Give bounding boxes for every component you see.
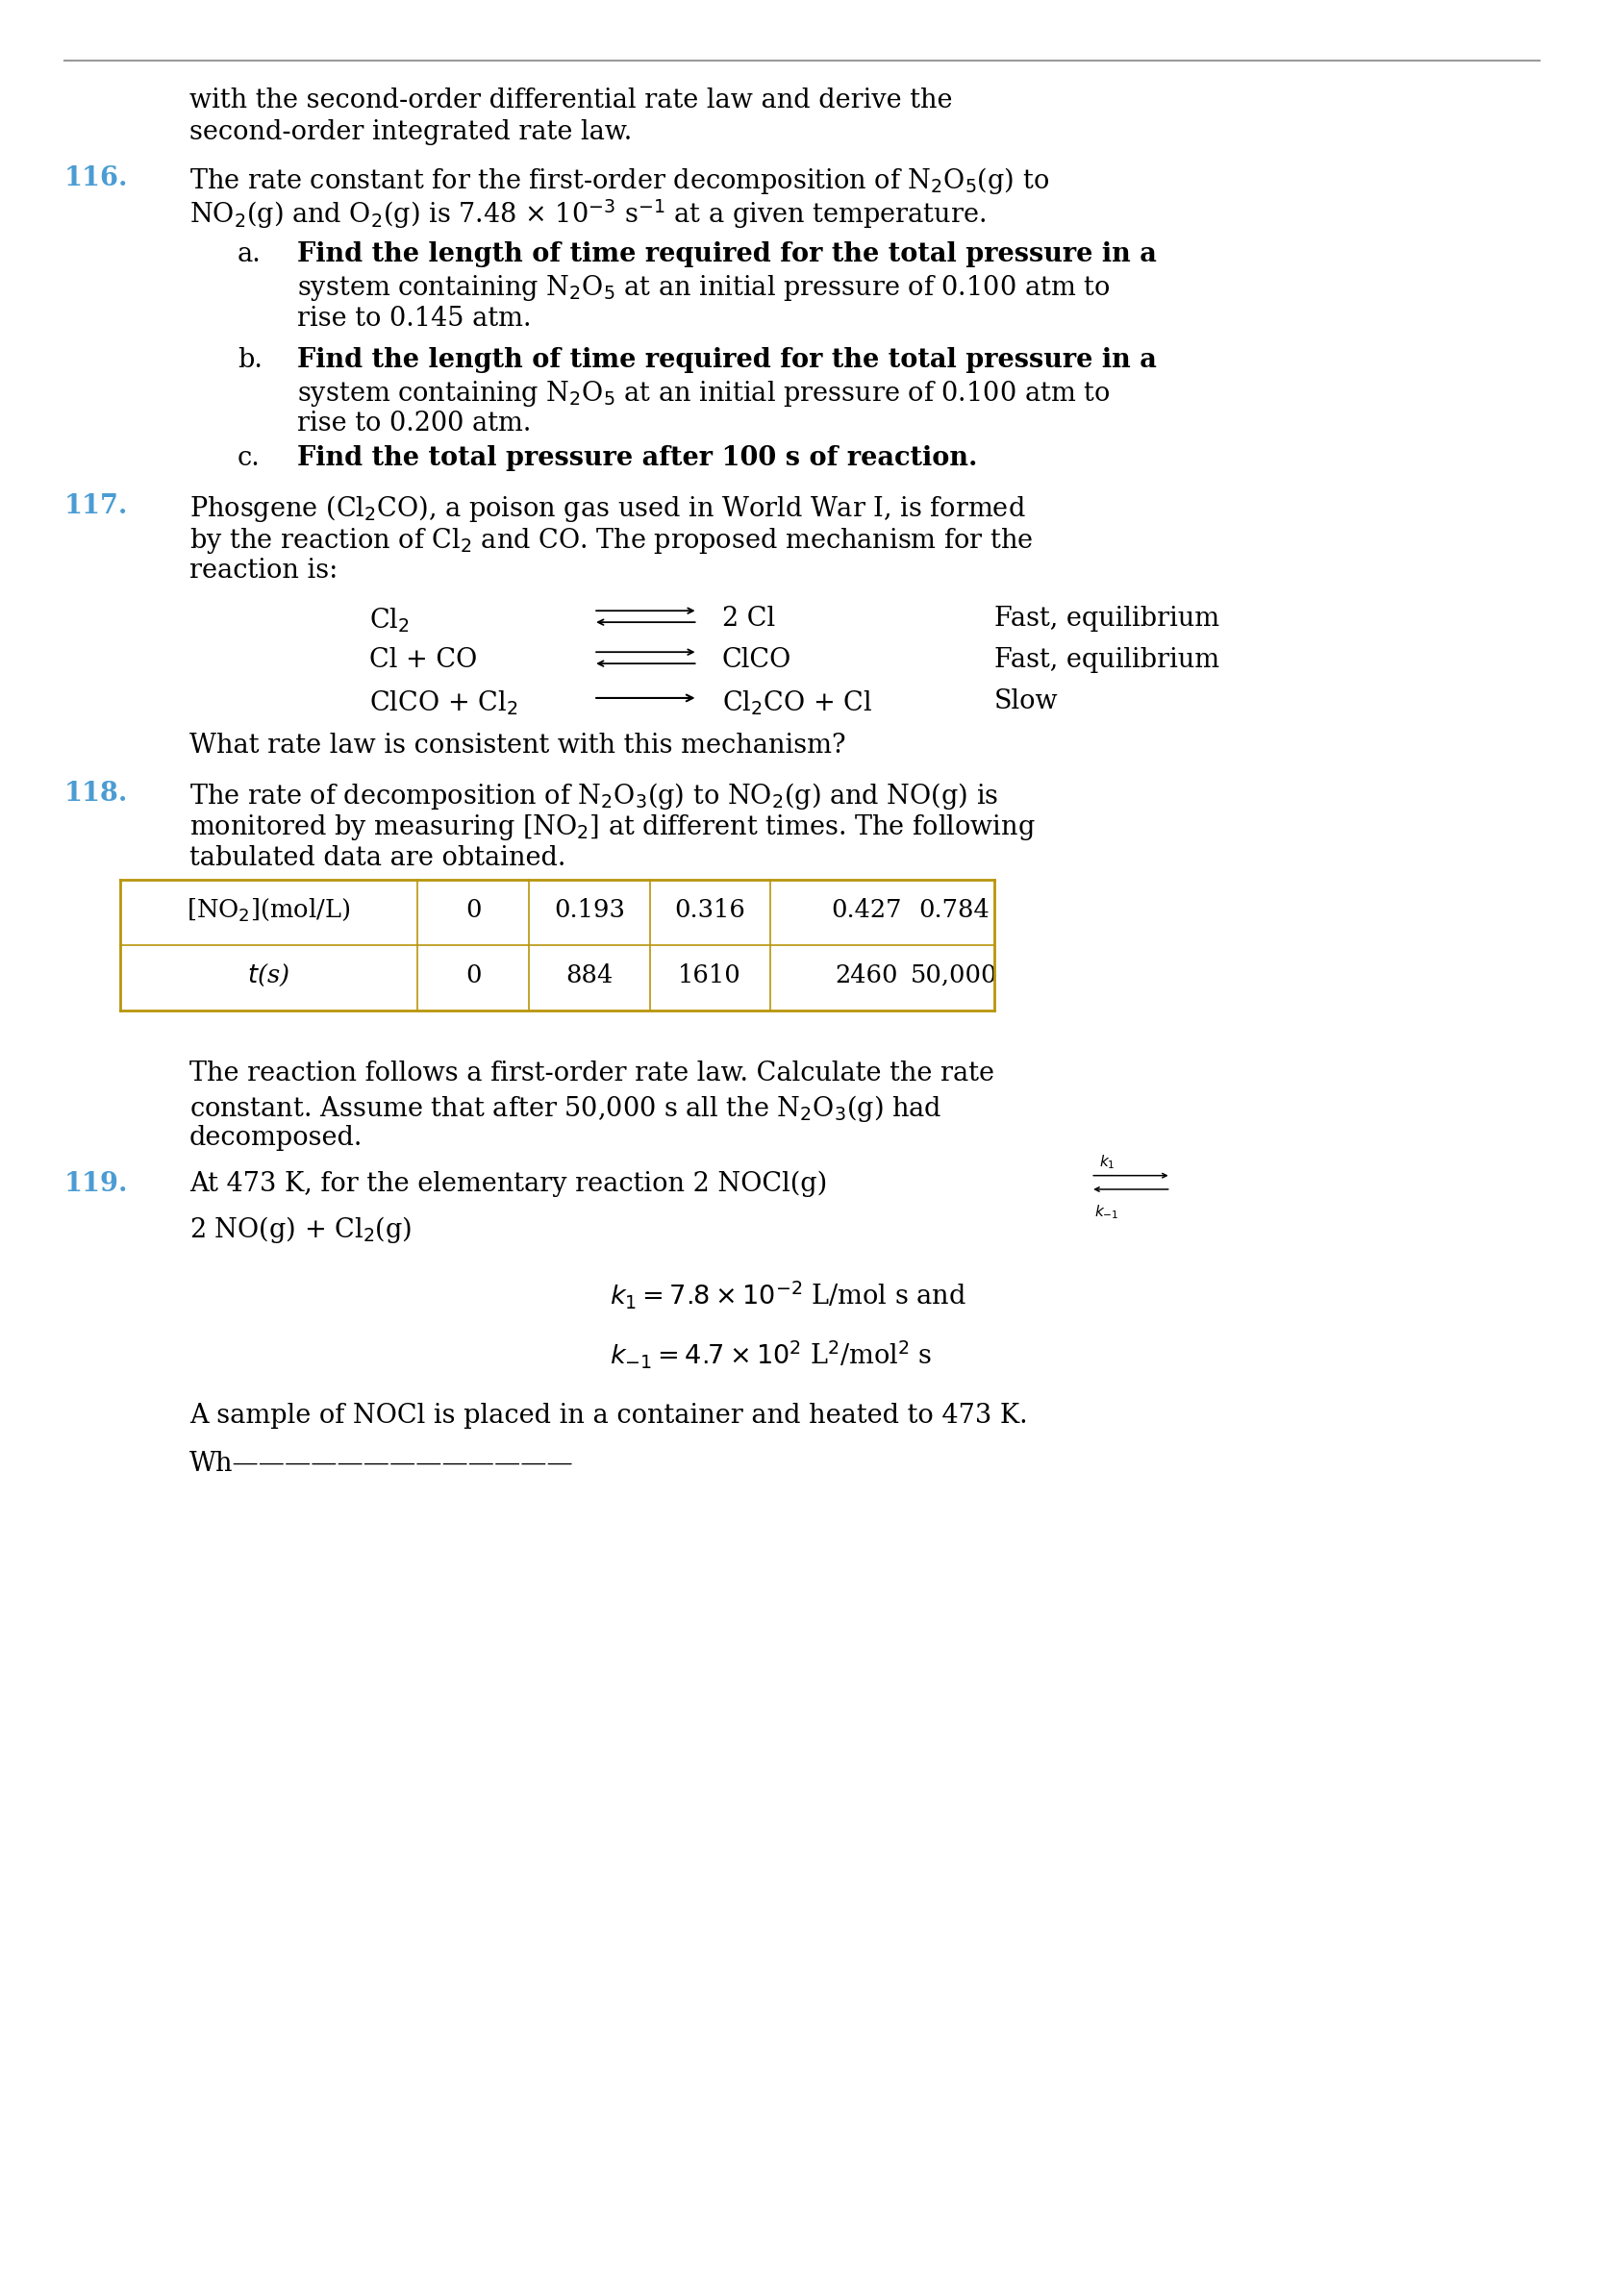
- Text: b.: b.: [237, 347, 263, 372]
- Text: tabulated data are obtained.: tabulated data are obtained.: [189, 845, 566, 870]
- Text: a.: a.: [237, 241, 261, 266]
- Text: NO$_2$(g) and O$_2$(g) is 7.48 × 10$^{-3}$ s$^{-1}$ at a given temperature.: NO$_2$(g) and O$_2$(g) is 7.48 × 10$^{-3…: [189, 197, 986, 230]
- Text: rise to 0.200 atm.: rise to 0.200 atm.: [297, 411, 531, 436]
- Text: Phosgene (Cl$_2$CO), a poison gas used in World War I, is formed: Phosgene (Cl$_2$CO), a poison gas used i…: [189, 494, 1025, 523]
- Text: Fast, equilibrium: Fast, equilibrium: [994, 647, 1219, 673]
- Text: monitored by measuring [NO$_2$] at different times. The following: monitored by measuring [NO$_2$] at diffe…: [189, 813, 1035, 843]
- Text: ClCO: ClCO: [722, 647, 791, 673]
- Text: constant. Assume that after 50,000 s all the N$_2$O$_3$(g) had: constant. Assume that after 50,000 s all…: [189, 1093, 942, 1123]
- Text: Find the length of time required for the total pressure in a: Find the length of time required for the…: [297, 241, 1156, 266]
- Text: 119.: 119.: [64, 1171, 128, 1196]
- Text: Cl + CO: Cl + CO: [369, 647, 476, 673]
- Text: system containing N$_2$O$_5$ at an initial pressure of 0.100 atm to: system containing N$_2$O$_5$ at an initi…: [297, 379, 1110, 409]
- Text: Fast, equilibrium: Fast, equilibrium: [994, 606, 1219, 631]
- Text: 2460: 2460: [834, 964, 898, 987]
- Text: The rate of decomposition of N$_2$O$_3$(g) to NO$_2$(g) and NO(g) is: The rate of decomposition of N$_2$O$_3$(…: [189, 781, 998, 810]
- Text: 0.784: 0.784: [919, 898, 990, 921]
- Text: 116.: 116.: [64, 165, 128, 191]
- Text: 0.193: 0.193: [553, 898, 626, 921]
- Text: The reaction follows a first-order rate law. Calculate the rate: The reaction follows a first-order rate …: [189, 1061, 994, 1086]
- Text: 2 Cl: 2 Cl: [722, 606, 775, 631]
- Text: A sample of NOCl is placed in a container and heated to 473 K.: A sample of NOCl is placed in a containe…: [189, 1403, 1028, 1428]
- Text: $k_{-1}$: $k_{-1}$: [1094, 1203, 1118, 1221]
- Text: 118.: 118.: [64, 781, 128, 806]
- Text: system containing N$_2$O$_5$ at an initial pressure of 0.100 atm to: system containing N$_2$O$_5$ at an initi…: [297, 273, 1110, 303]
- Text: by the reaction of Cl$_2$ and CO. The proposed mechanism for the: by the reaction of Cl$_2$ and CO. The pr…: [189, 526, 1033, 556]
- Text: decomposed.: decomposed.: [189, 1125, 363, 1150]
- Text: 0.427: 0.427: [831, 898, 901, 921]
- Text: 884: 884: [566, 964, 613, 987]
- Text: 2 NO(g) + Cl$_2$(g): 2 NO(g) + Cl$_2$(g): [189, 1215, 412, 1244]
- Text: [NO$_2$](mol/L): [NO$_2$](mol/L): [186, 895, 351, 923]
- Text: rise to 0.145 atm.: rise to 0.145 atm.: [297, 305, 531, 331]
- Text: Find the total pressure after 100 s of reaction.: Find the total pressure after 100 s of r…: [297, 445, 977, 471]
- Text: second-order integrated rate law.: second-order integrated rate law.: [189, 119, 632, 145]
- Text: $t$(s): $t$(s): [247, 962, 290, 987]
- Text: The rate constant for the first-order decomposition of N$_2$O$_5$(g) to: The rate constant for the first-order de…: [189, 165, 1049, 195]
- Text: 0: 0: [465, 964, 481, 987]
- Text: Cl$_2$CO + Cl: Cl$_2$CO + Cl: [722, 689, 873, 716]
- Text: Cl$_2$: Cl$_2$: [369, 606, 409, 634]
- Text: Wh—————————————: Wh—————————————: [189, 1451, 574, 1476]
- Text: 0.316: 0.316: [674, 898, 746, 921]
- Text: 117.: 117.: [64, 494, 128, 519]
- Text: ClCO + Cl$_2$: ClCO + Cl$_2$: [369, 689, 516, 716]
- Text: 1610: 1610: [678, 964, 741, 987]
- Text: Find the length of time required for the total pressure in a: Find the length of time required for the…: [297, 347, 1156, 372]
- Text: reaction is:: reaction is:: [189, 558, 337, 583]
- Text: $k_{-1} = 4.7 \times 10^{2}$ L$^2$/mol$^2$ s: $k_{-1} = 4.7 \times 10^{2}$ L$^2$/mol$^…: [610, 1339, 932, 1371]
- Text: 50,000: 50,000: [911, 964, 998, 987]
- Text: Slow: Slow: [994, 689, 1059, 714]
- Text: $k_1 = 7.8 \times 10^{-2}$ L/mol s and: $k_1 = 7.8 \times 10^{-2}$ L/mol s and: [610, 1279, 966, 1311]
- Text: $k_1$: $k_1$: [1099, 1153, 1115, 1171]
- Text: 0: 0: [465, 898, 481, 921]
- Text: with the second-order differential rate law and derive the: with the second-order differential rate …: [189, 87, 953, 113]
- Text: What rate law is consistent with this mechanism?: What rate law is consistent with this me…: [189, 732, 845, 758]
- Text: c.: c.: [237, 445, 260, 471]
- Text: At 473 K, for the elementary reaction 2 NOCl(g): At 473 K, for the elementary reaction 2 …: [189, 1171, 836, 1196]
